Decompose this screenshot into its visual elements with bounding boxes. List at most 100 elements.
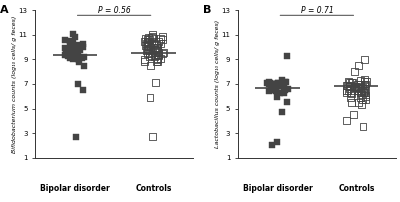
Point [146, 41, 152, 44]
Point [156, 53, 162, 56]
Point [361, 84, 368, 87]
Point [275, 84, 281, 87]
Point [282, 88, 288, 92]
Point [343, 119, 350, 122]
Point [154, 58, 160, 61]
Point [284, 87, 291, 90]
Text: Bipolar disorder: Bipolar disorder [40, 184, 110, 193]
Point [67, 39, 74, 43]
Point [142, 58, 148, 61]
Point [76, 60, 82, 63]
Point [148, 36, 155, 39]
Point [148, 54, 154, 57]
Point [273, 86, 280, 89]
Point [155, 49, 161, 53]
Point [268, 84, 274, 87]
Point [154, 60, 161, 63]
Point [76, 43, 82, 46]
Point [264, 81, 271, 84]
Point [274, 96, 280, 99]
Point [154, 46, 161, 49]
Point [274, 81, 281, 84]
Point [357, 96, 363, 99]
Point [72, 52, 79, 55]
Point [63, 50, 70, 54]
Point [346, 87, 352, 90]
Point [73, 49, 79, 53]
Point [146, 38, 152, 41]
Point [272, 90, 279, 93]
Point [266, 81, 273, 84]
Point [346, 85, 352, 88]
Point [152, 54, 159, 57]
Point [66, 50, 72, 54]
Point [268, 88, 275, 92]
Point [154, 53, 160, 56]
Point [150, 42, 156, 45]
Point [62, 53, 68, 56]
Point [75, 82, 81, 86]
Point [154, 60, 160, 63]
Point [80, 88, 86, 92]
Y-axis label: Bifidobacterium counts (log₁₀ cells/ g feces): Bifidobacterium counts (log₁₀ cells/ g f… [12, 15, 17, 153]
Point [360, 90, 366, 93]
Point [73, 55, 80, 59]
Point [146, 52, 152, 55]
Point [68, 52, 75, 55]
Point [77, 48, 84, 51]
Point [346, 80, 352, 83]
Point [144, 44, 151, 47]
Point [154, 57, 161, 60]
Point [155, 46, 161, 49]
Point [345, 88, 351, 92]
Point [148, 46, 154, 49]
Point [151, 55, 158, 59]
Point [144, 47, 151, 50]
Point [150, 37, 156, 40]
Point [74, 50, 81, 54]
Point [80, 42, 86, 45]
Point [344, 84, 351, 87]
Point [343, 88, 350, 92]
Point [360, 125, 366, 128]
Point [362, 88, 368, 92]
Point [150, 35, 156, 38]
Text: Controls: Controls [338, 184, 374, 193]
Point [159, 52, 165, 55]
Point [73, 135, 79, 138]
Point [278, 85, 284, 88]
Point [70, 58, 77, 61]
Point [158, 42, 164, 45]
Text: Controls: Controls [135, 184, 172, 193]
Point [348, 96, 354, 99]
Point [355, 64, 362, 67]
Point [279, 110, 285, 114]
Point [74, 48, 81, 51]
Point [356, 101, 362, 104]
Point [281, 80, 288, 83]
Point [68, 46, 74, 49]
Point [346, 81, 352, 84]
Point [142, 37, 148, 40]
Point [144, 52, 151, 55]
Point [270, 82, 276, 86]
Point [362, 98, 369, 102]
Point [78, 57, 85, 60]
Point [358, 103, 365, 106]
Point [275, 82, 281, 86]
Text: A: A [0, 4, 9, 15]
Point [282, 80, 289, 83]
Point [142, 60, 148, 63]
Point [145, 36, 152, 39]
Point [274, 140, 280, 143]
Point [344, 91, 350, 94]
Point [66, 52, 72, 55]
Point [349, 101, 355, 104]
Point [80, 46, 86, 49]
Point [75, 58, 82, 61]
Point [69, 53, 76, 56]
Point [157, 57, 164, 60]
Point [152, 81, 158, 84]
Point [278, 85, 284, 88]
Point [343, 84, 350, 87]
